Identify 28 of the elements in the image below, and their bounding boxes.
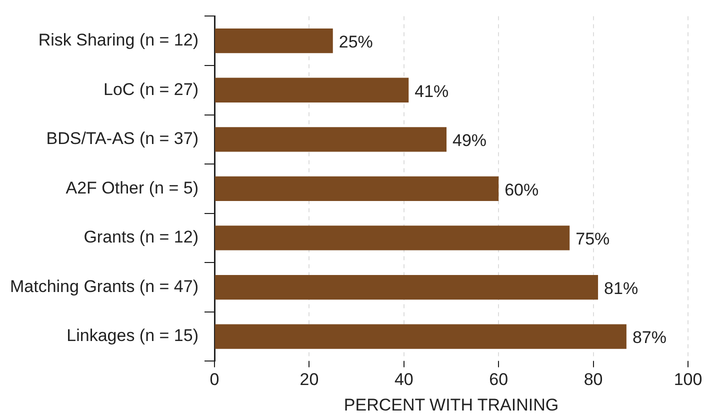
x-axis-title: PERCENT WITH TRAINING [344,395,559,414]
bar [215,274,598,300]
x-tick-label: 20 [300,370,319,390]
x-tick-label: 100 [674,370,702,390]
y-tick-label: LoC (n = 27) [104,80,198,99]
bar [215,226,570,250]
data-label: 25% [338,32,373,52]
data-label: 49% [452,131,487,150]
bar [215,176,499,202]
data-label: 60% [504,180,539,200]
data-label: 81% [604,278,638,298]
x-tick-label: 0 [210,370,220,390]
bar [215,127,447,152]
y-tick-label: Grants (n = 12) [84,228,198,247]
bar [215,78,409,102]
data-label: 41% [414,82,449,101]
y-tick-label: BDS/TA-AS (n = 37) [46,129,198,148]
y-tick-label: Risk Sharing (n = 12) [38,30,198,50]
y-tick-label: Matching Grants (n = 47) [10,276,198,296]
data-label: 75% [576,230,610,249]
x-tick-label: 80 [584,370,603,390]
data-label: 87% [632,328,666,348]
bar [215,324,626,349]
y-tick-label: Linkages (n = 15) [66,326,198,346]
bar [215,28,333,54]
x-tick-label: 60 [489,370,508,390]
x-tick-label: 40 [394,370,414,390]
y-tick-label: A2F Other (n = 5) [66,178,198,198]
